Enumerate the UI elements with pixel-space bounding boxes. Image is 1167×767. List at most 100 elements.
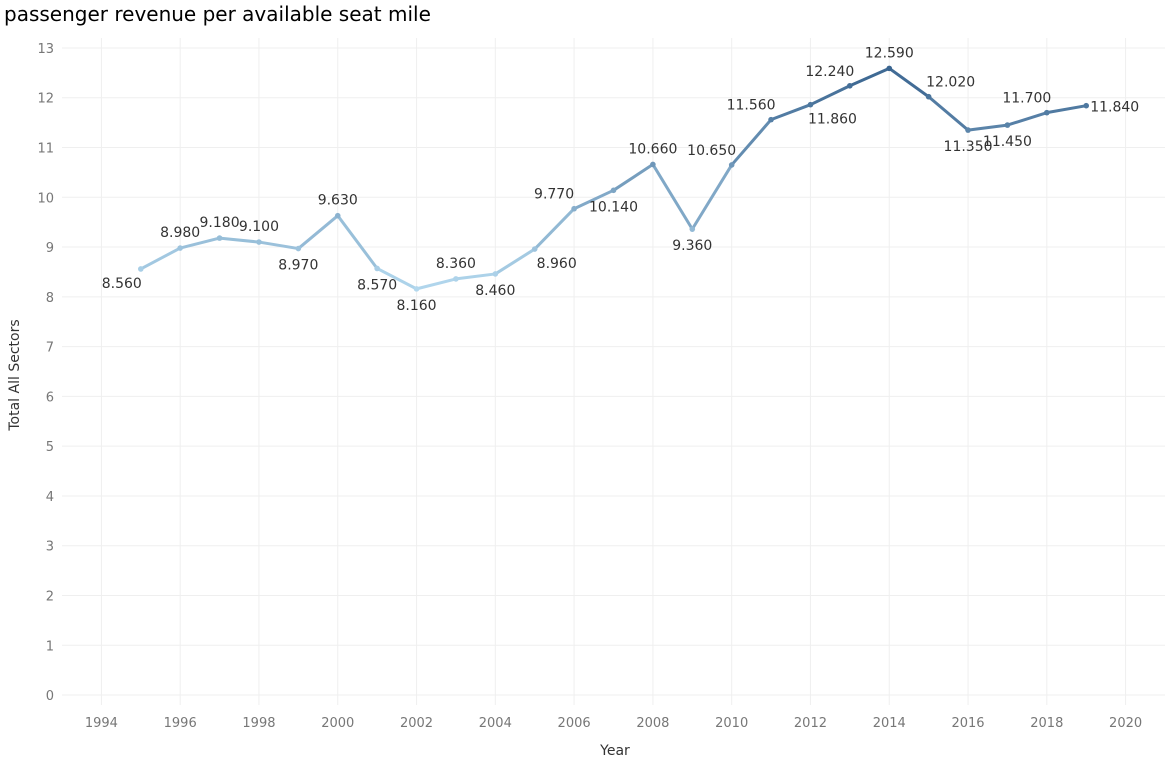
series-line-segment xyxy=(730,118,773,167)
data-label: 8.970 xyxy=(278,258,318,274)
data-label: 9.360 xyxy=(672,238,712,254)
data-label: 9.770 xyxy=(534,187,574,203)
data-point xyxy=(965,127,971,133)
data-point xyxy=(531,246,538,252)
series-line-segment xyxy=(336,214,379,270)
data-label: 8.360 xyxy=(436,256,476,272)
y-tick-label: 11 xyxy=(37,142,54,157)
data-point xyxy=(650,161,656,168)
series-line-segment xyxy=(1045,104,1088,115)
x-tick-label: 2020 xyxy=(1109,716,1142,731)
data-point xyxy=(216,235,223,241)
data-label: 11.450 xyxy=(983,134,1032,150)
data-point xyxy=(847,82,853,89)
series-line-segment xyxy=(966,123,1009,132)
data-point xyxy=(689,226,696,232)
y-tick-label: 3 xyxy=(46,540,54,555)
data-point xyxy=(177,245,183,251)
data-point xyxy=(334,212,341,219)
y-tick-label: 9 xyxy=(46,241,54,256)
line-layer xyxy=(139,66,1088,291)
data-label: 11.840 xyxy=(1090,100,1139,116)
x-tick-label: 2018 xyxy=(1030,716,1063,731)
data-point xyxy=(137,266,144,272)
data-label: 9.630 xyxy=(318,193,358,209)
data-label: 10.140 xyxy=(589,199,638,215)
y-tick-label: 6 xyxy=(46,390,54,405)
series-line-segment xyxy=(769,103,812,122)
series-line-segment xyxy=(612,162,655,192)
y-tick-label: 10 xyxy=(37,191,54,206)
x-tick-label: 2002 xyxy=(400,716,433,731)
data-point xyxy=(728,162,735,168)
series-line-segment xyxy=(296,214,340,251)
y-tick-label: 8 xyxy=(46,291,54,306)
y-tick-label: 4 xyxy=(46,490,54,505)
y-tick-label: 2 xyxy=(46,589,54,604)
y-tick-label: 13 xyxy=(37,42,54,57)
data-point xyxy=(610,187,617,194)
data-point xyxy=(807,101,814,108)
series-line-segment xyxy=(690,163,734,231)
y-axis-title: Total All Sectors xyxy=(7,319,23,431)
data-point xyxy=(295,245,302,252)
series-line-segment xyxy=(454,272,497,281)
data-point xyxy=(1004,122,1011,128)
data-label: 9.100 xyxy=(239,219,279,235)
data-label: 11.350 xyxy=(944,139,993,155)
x-tick-label: 2000 xyxy=(321,716,354,731)
data-point xyxy=(925,93,932,100)
series-line-segment xyxy=(651,162,694,231)
data-label: 11.860 xyxy=(808,112,857,128)
series-line-segment xyxy=(848,66,891,88)
x-tick-label: 2010 xyxy=(715,716,748,731)
series-line-segment xyxy=(808,84,852,107)
series-line-segment xyxy=(139,246,182,271)
y-tick-label: 5 xyxy=(46,440,54,455)
data-label: 12.020 xyxy=(926,75,975,91)
series-line-segment xyxy=(257,240,300,251)
data-label: 8.570 xyxy=(357,277,397,293)
series-line-segment xyxy=(375,266,419,291)
x-tick-label: 2012 xyxy=(794,716,827,731)
data-label: 11.700 xyxy=(1002,91,1051,107)
data-label: 8.960 xyxy=(537,256,577,272)
data-label: 10.650 xyxy=(687,143,736,159)
data-point xyxy=(768,116,774,123)
data-label: 8.560 xyxy=(102,276,142,292)
data-label: 8.980 xyxy=(160,225,200,241)
grid-layer xyxy=(62,38,1165,705)
x-axis-title: Year xyxy=(599,743,630,759)
series-line-segment xyxy=(572,188,615,211)
y-tick-label: 7 xyxy=(46,341,54,356)
data-label: 12.240 xyxy=(805,64,854,80)
x-tick-label: 2004 xyxy=(479,716,512,731)
x-tick-label: 1996 xyxy=(164,716,197,731)
series-line-segment xyxy=(493,247,537,276)
data-label: 9.180 xyxy=(200,215,240,231)
data-label: 11.560 xyxy=(727,98,776,114)
data-point xyxy=(413,286,420,292)
data-point xyxy=(492,271,499,277)
data-point xyxy=(374,265,380,272)
data-point xyxy=(886,65,893,72)
data-point xyxy=(453,276,459,282)
y-tick-label: 0 xyxy=(46,689,54,704)
series-line-segment xyxy=(178,236,222,250)
x-tick-label: 2014 xyxy=(873,716,906,731)
data-label: 8.160 xyxy=(396,298,436,314)
point-layer xyxy=(137,65,1090,292)
y-tick-label: 1 xyxy=(46,639,54,654)
series-line-segment xyxy=(415,277,458,291)
series-line-segment xyxy=(533,207,576,251)
data-point xyxy=(571,205,577,212)
data-point xyxy=(1044,109,1050,116)
data-point xyxy=(1083,102,1090,109)
x-tick-label: 1998 xyxy=(242,716,275,731)
series-line-segment xyxy=(1005,111,1049,127)
data-label: 12.590 xyxy=(865,45,914,61)
series-line-segment xyxy=(887,66,931,99)
x-tick-label: 2016 xyxy=(951,716,984,731)
